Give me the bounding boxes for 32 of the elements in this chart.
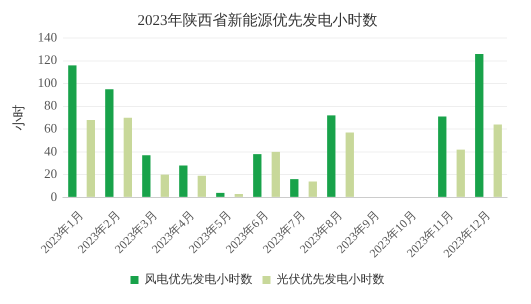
bar — [494, 124, 502, 197]
bar — [438, 116, 446, 197]
bar — [105, 89, 114, 197]
bar — [160, 174, 169, 197]
y-tick-label: 120 — [38, 52, 58, 68]
bar — [234, 194, 243, 197]
y-tick-label: 60 — [44, 120, 58, 136]
bar — [253, 154, 262, 197]
y-tick-label: 20 — [44, 166, 58, 182]
legend-label: 光伏优先发电小时数 — [276, 272, 384, 286]
bar — [216, 192, 224, 197]
y-tick-label: 80 — [44, 98, 58, 113]
bar — [346, 132, 354, 197]
y-tick-label: 100 — [38, 74, 58, 90]
legend-label: 风电优先发电小时数 — [144, 272, 252, 286]
bar — [456, 150, 465, 197]
y-axis-title: 小时 — [11, 104, 26, 131]
y-tick-label: 40 — [44, 143, 58, 158]
bar — [272, 152, 280, 197]
bar — [308, 181, 317, 197]
bar — [290, 179, 298, 197]
chart-title: 2023年陕西省新能源优先发电小时数 — [138, 12, 378, 29]
bar — [86, 120, 96, 197]
y-tick-label: 140 — [38, 29, 58, 44]
bar — [124, 118, 132, 197]
bar — [475, 54, 484, 197]
bar — [142, 155, 150, 197]
y-tick-label: 0 — [50, 188, 58, 204]
bar — [198, 176, 206, 197]
bar — [179, 166, 188, 197]
bar — [327, 115, 336, 197]
bar — [68, 65, 77, 197]
